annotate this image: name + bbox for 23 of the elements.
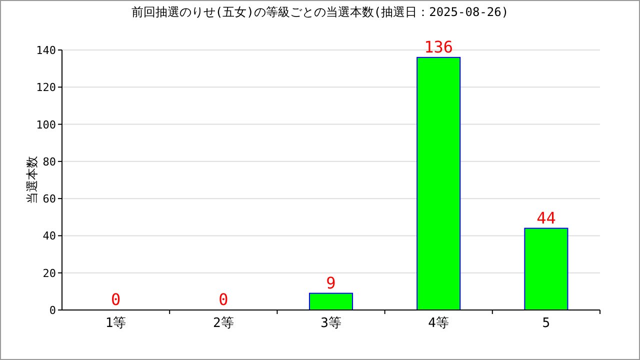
y-tick-label: 100 [36, 118, 56, 132]
x-tick-label: 2等 [212, 316, 234, 331]
data-label: 0 [218, 290, 228, 309]
y-tick-label: 20 [42, 266, 56, 280]
y-axis-title: 当選本数 [25, 156, 39, 204]
y-tick-label: 0 [49, 304, 56, 317]
y-tick-label: 80 [42, 155, 56, 168]
bar [524, 228, 568, 310]
y-tick-label: 140 [36, 44, 56, 57]
y-tick-label: 40 [42, 230, 56, 243]
bar [416, 56, 461, 310]
y-tick-label: 120 [36, 81, 56, 94]
bar [308, 292, 354, 310]
data-label: 44 [536, 208, 556, 228]
data-label: 9 [326, 273, 336, 292]
chart-title: 前回抽選のりせ(五女)の等級ごとの当選本数(抽選日：2025-08-26) [131, 5, 509, 19]
data-label: 0 [110, 290, 121, 309]
y-tick-label: 60 [42, 192, 56, 206]
data-label: 136 [424, 37, 454, 56]
x-tick-label: 3等 [320, 316, 342, 331]
x-tick-label: 4等 [428, 316, 450, 331]
x-tick-label: 5 [542, 316, 550, 331]
x-tick-label: 1等 [105, 316, 126, 331]
